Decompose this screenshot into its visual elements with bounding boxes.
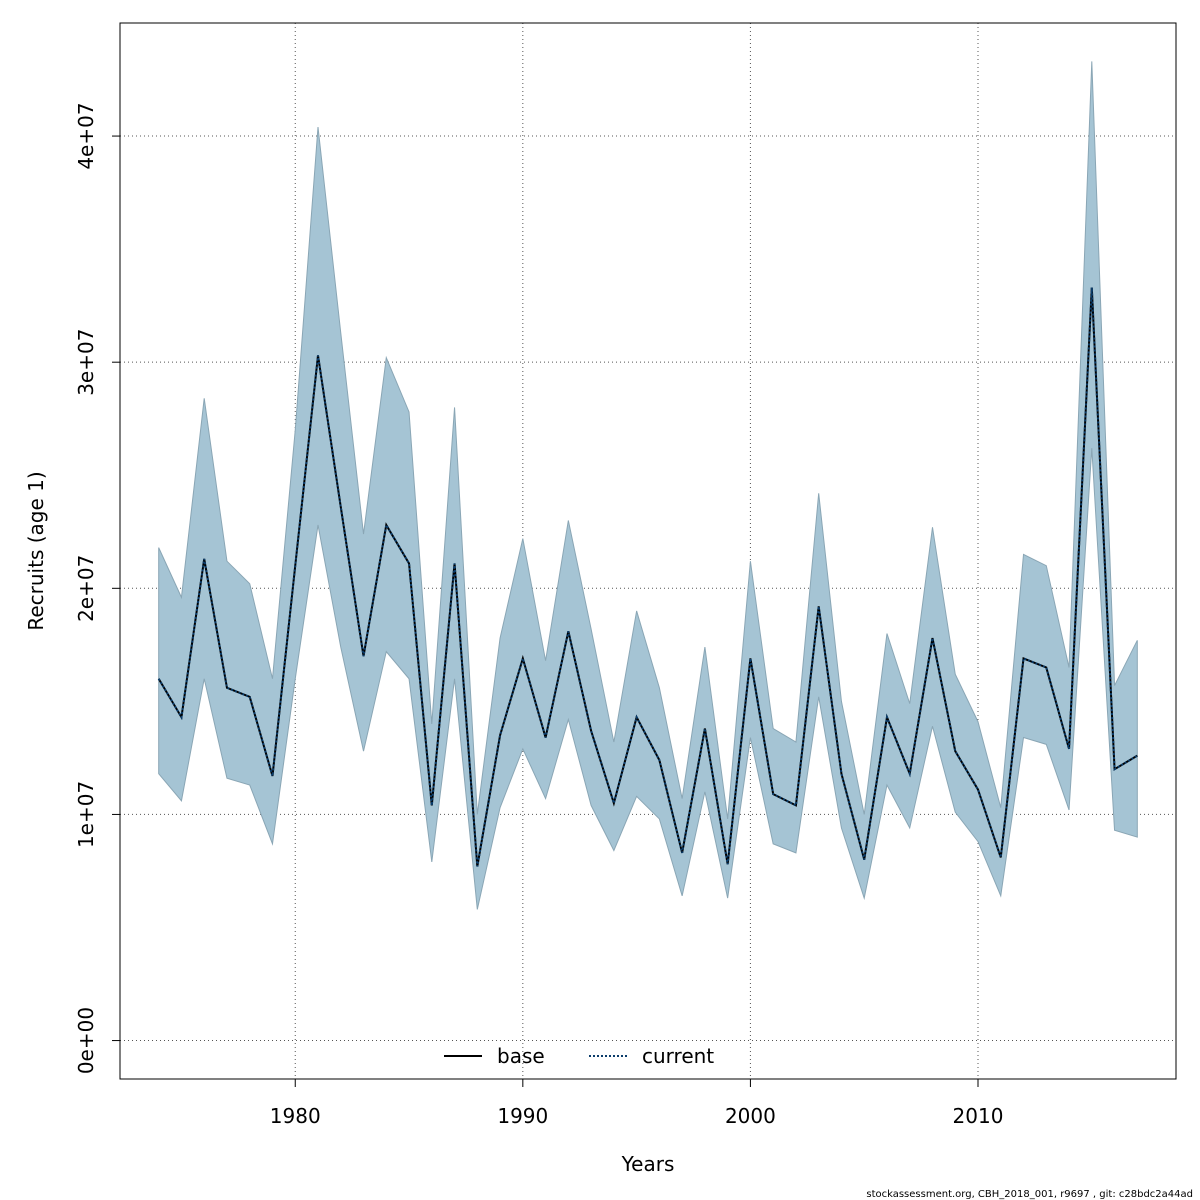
x-tick-label: 2010 [953, 1104, 1004, 1128]
x-tick-label: 1990 [497, 1104, 548, 1128]
x-tick-label: 1980 [270, 1104, 321, 1128]
x-axis: 1980 1990 2000 2010 [270, 1079, 1004, 1128]
legend-base-label: base [497, 1044, 545, 1068]
series-lines-layer [157, 287, 1138, 867]
x-axis-title: Years [621, 1152, 675, 1176]
confidence-band [158, 61, 1138, 910]
grid-lines [120, 23, 1176, 1079]
y-axis-title: Recruits (age 1) [24, 471, 48, 630]
y-tick-label: 0e+00 [74, 1007, 98, 1074]
series-line-current [157, 287, 1138, 867]
y-axis: 0e+00 1e+07 2e+07 3e+07 4e+07 [74, 102, 120, 1074]
y-tick-label: 1e+07 [74, 781, 98, 848]
legend: base current [444, 1044, 714, 1068]
y-tick-label: 4e+07 [74, 102, 98, 169]
y-tick-label: 3e+07 [74, 329, 98, 396]
legend-current-label: current [642, 1044, 714, 1068]
confidence-band-layer [158, 61, 1138, 910]
y-tick-label: 2e+07 [74, 555, 98, 622]
plot-frame [119, 22, 1177, 1080]
x-tick-label: 2000 [725, 1104, 776, 1128]
footer-credit: stockassessment.org, CBH_2018_001, r9697… [866, 1189, 1193, 1200]
